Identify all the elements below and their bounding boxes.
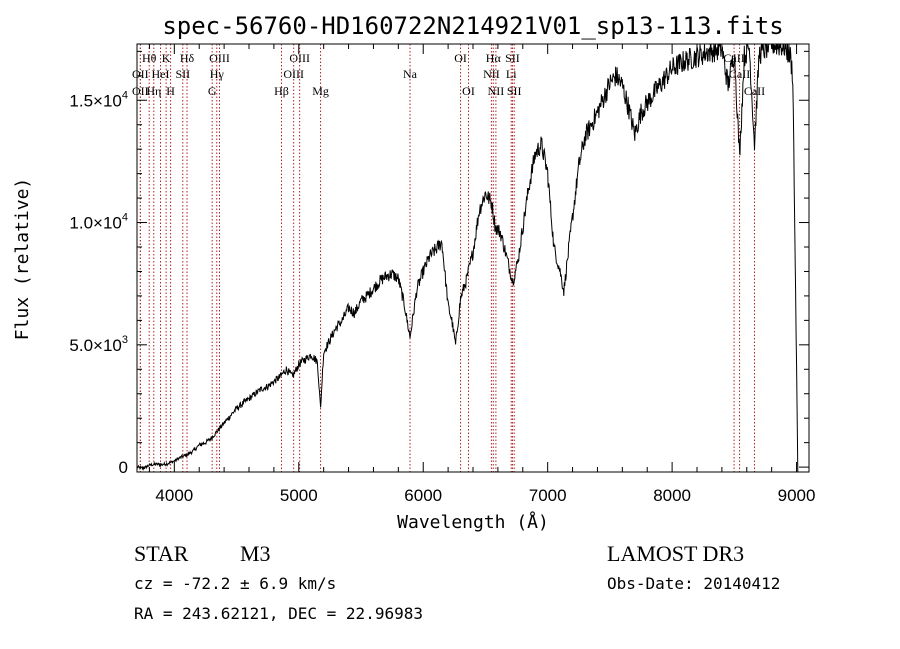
x-tick-label: 4000	[155, 486, 193, 505]
coordinates: RA = 243.62121, DEC = 22.96983	[134, 604, 423, 623]
spectral-line-label: OII	[132, 84, 149, 98]
spectrum-series-line	[136, 43, 799, 473]
spectral-line-label: OIII	[283, 67, 304, 81]
spectral-line-label: Hα	[486, 51, 502, 65]
spectral-line-labels: HθOIIOIIHηHeIKHSIIHδGHγOIIIHβOIIIOIIIMgN…	[132, 51, 765, 98]
spectral-line-label: H	[166, 84, 175, 98]
chart-title: spec-56760-HD160722N214921V01_sp13-113.f…	[162, 12, 783, 40]
spectral-line-label: OIII	[209, 51, 230, 65]
y-tick-mantissa: 1.0×10	[69, 214, 121, 233]
spectral-line-label: NII	[488, 84, 505, 98]
spectral-line-label: Na	[403, 67, 418, 81]
spectral-line-label: OI	[462, 84, 475, 98]
y-tick-mantissa: 1.5×10	[69, 91, 121, 110]
survey-name: LAMOST DR3	[607, 541, 745, 566]
x-axis-label: Wavelength (Å)	[397, 511, 549, 533]
y-tick-label: 5.0×103	[69, 334, 128, 355]
spectral-line-label: OIII	[289, 51, 310, 65]
y-tick-label: 1.5×104	[69, 89, 128, 110]
spectral-line-label: CaII	[744, 84, 765, 98]
spectral-line-label: Hγ	[210, 67, 225, 81]
spectral-line-label: Mg	[312, 84, 329, 98]
spectral-line-label: Li	[506, 67, 517, 81]
redshift-cz: cz = -72.2 ± 6.9 km/s	[134, 574, 337, 593]
spectral-lines	[139, 44, 755, 472]
x-tick-label: 9000	[778, 486, 816, 505]
y-tick-exponent: 4	[122, 212, 128, 224]
object-subclass: M3	[240, 541, 271, 566]
spectral-line-label: CaII	[729, 67, 750, 81]
spectral-line-label: NII	[483, 67, 500, 81]
y-tick-label: 0	[119, 458, 128, 477]
y-tick-mantissa: 0	[119, 458, 128, 477]
spectral-line-label: SII	[175, 67, 190, 81]
spectral-line-label: HeI	[152, 67, 170, 81]
spectral-line-label: OI	[454, 51, 467, 65]
spectral-line-label: K	[162, 51, 171, 65]
spectral-line-label: G	[208, 84, 217, 98]
x-tick-label: 8000	[653, 486, 691, 505]
spectral-line-label: Hη	[146, 84, 161, 98]
spectral-line-label: Hδ	[180, 51, 195, 65]
x-tick-label: 6000	[404, 486, 442, 505]
y-tick-exponent: 3	[122, 334, 128, 346]
y-axis-label: Flux (relative)	[12, 178, 33, 341]
x-tick-label: 5000	[280, 486, 318, 505]
y-tick-mantissa: 5.0×10	[69, 336, 121, 355]
observation-date: Obs-Date: 20140412	[607, 574, 781, 593]
x-axis-ticks: 4000 5000 6000 7000 8000 9000	[148, 44, 816, 505]
x-tick-label: 7000	[529, 486, 567, 505]
y-tick-label: 1.0×104	[69, 212, 128, 233]
spectral-line-label: SII	[505, 51, 520, 65]
spectral-line-label: Hθ	[142, 51, 157, 65]
spectral-line-label: SII	[507, 84, 522, 98]
spectral-line-label: OII	[132, 67, 149, 81]
y-tick-exponent: 4	[122, 89, 128, 101]
object-class: STAR	[134, 541, 189, 566]
spectral-line-label: Hβ	[274, 84, 289, 98]
